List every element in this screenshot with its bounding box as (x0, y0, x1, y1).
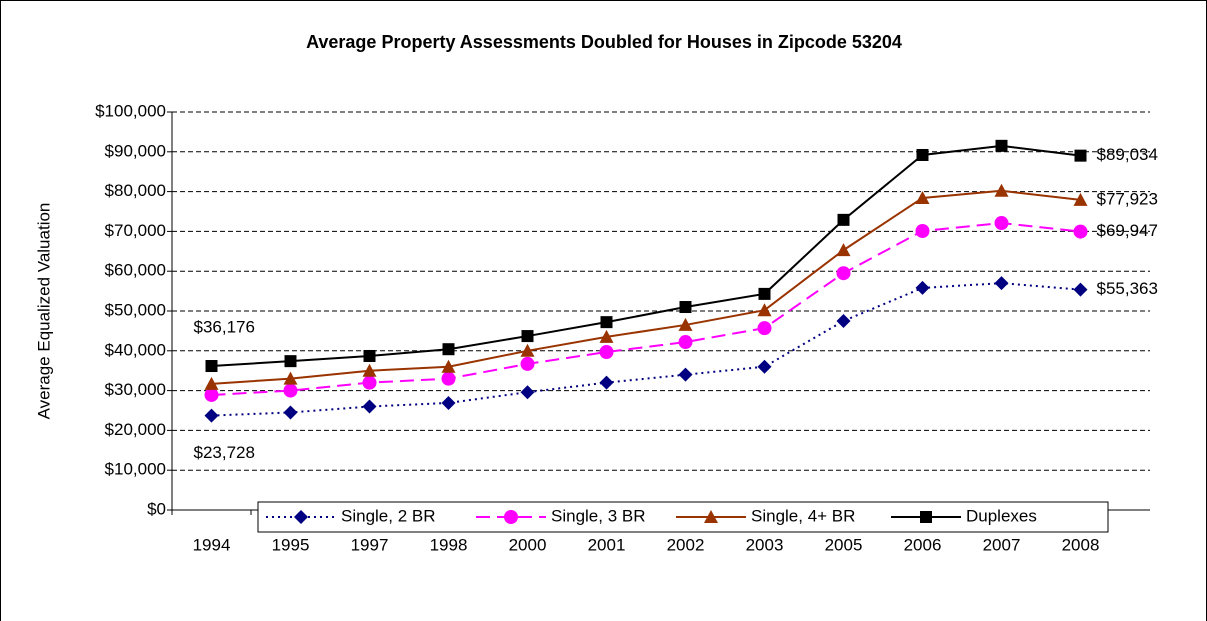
y-tick-label: $100,000 (95, 101, 166, 120)
data-label: $55,363 (1097, 279, 1158, 298)
marker (520, 356, 535, 371)
data-label: $69,947 (1097, 221, 1158, 240)
x-tick-label: 2007 (983, 535, 1021, 554)
marker (441, 359, 456, 373)
marker (599, 375, 614, 390)
marker (915, 280, 930, 295)
marker (362, 363, 377, 377)
marker (704, 510, 718, 523)
x-tick-label: 1995 (272, 535, 310, 554)
marker (915, 224, 930, 239)
data-label: $89,034 (1097, 145, 1158, 164)
data-label: $23,728 (194, 443, 255, 462)
y-tick-label: $20,000 (105, 420, 166, 439)
data-label: $36,176 (194, 318, 255, 337)
series-line (211, 222, 1081, 396)
marker (758, 287, 771, 300)
series-line (211, 282, 1081, 417)
marker (757, 321, 772, 336)
marker (1073, 224, 1088, 239)
marker (521, 330, 534, 343)
marker (362, 399, 377, 414)
legend: Single, 2 BR Single, 3 BR Single, 4+ BR Dup… (257, 501, 1109, 533)
marker (836, 313, 851, 328)
marker (599, 344, 614, 359)
marker (757, 303, 772, 317)
y-tick-label: $30,000 (105, 380, 166, 399)
data-label: $77,923 (1097, 189, 1158, 208)
marker (205, 360, 218, 373)
marker (441, 395, 456, 410)
marker (204, 408, 219, 423)
legend-label: Single, 2 BR (341, 506, 436, 525)
x-tick-label: 2000 (509, 535, 547, 554)
x-tick-label: 2008 (1062, 535, 1100, 554)
marker (363, 349, 376, 362)
marker (678, 335, 693, 350)
y-tick-label: $60,000 (105, 261, 166, 280)
marker (294, 510, 308, 524)
marker (520, 385, 535, 400)
x-tick-label: 1994 (193, 535, 231, 554)
marker (520, 343, 535, 357)
marker (678, 367, 693, 382)
marker (920, 511, 932, 523)
y-tick-label: $90,000 (105, 141, 166, 160)
marker (600, 316, 613, 329)
marker (1073, 192, 1088, 206)
marker (599, 329, 614, 343)
marker (283, 383, 298, 398)
marker (757, 359, 772, 374)
x-tick-label: 2002 (667, 535, 705, 554)
x-tick-label: 2003 (746, 535, 784, 554)
marker (504, 510, 518, 524)
marker (995, 139, 1008, 152)
x-tick-label: 2005 (825, 535, 863, 554)
marker (915, 190, 930, 204)
series-line (211, 189, 1081, 385)
y-tick-label: $40,000 (105, 340, 166, 359)
marker (679, 301, 692, 314)
series-line (211, 144, 1081, 368)
marker (994, 216, 1009, 231)
y-axis-title: Average Equalized Valuation (34, 203, 53, 420)
marker (916, 148, 929, 161)
marker (283, 405, 298, 420)
marker (836, 266, 851, 281)
marker (284, 355, 297, 368)
marker (994, 183, 1009, 197)
marker (362, 375, 377, 390)
x-tick-label: 2001 (588, 535, 626, 554)
marker (1074, 149, 1087, 162)
y-tick-label: $80,000 (105, 181, 166, 200)
marker (441, 371, 456, 386)
marker (837, 213, 850, 226)
x-tick-label: 2006 (904, 535, 942, 554)
marker (442, 343, 455, 356)
marker (1073, 282, 1088, 297)
y-tick-label: $50,000 (105, 300, 166, 319)
legend-label: Single, 4+ BR (751, 506, 855, 525)
x-tick-label: 1998 (430, 535, 468, 554)
y-tick-label: $70,000 (105, 221, 166, 240)
chart-title: Average Property Assessments Doubled for… (306, 32, 902, 52)
x-tick-label: 1997 (351, 535, 389, 554)
marker (994, 276, 1009, 291)
y-tick-label: $0 (147, 499, 166, 518)
marker (283, 371, 298, 385)
marker (678, 317, 693, 331)
marker (204, 387, 219, 402)
marker (836, 243, 851, 257)
legend-label: Single, 3 BR (551, 506, 646, 525)
legend-label: Duplexes (966, 506, 1037, 525)
marker (204, 376, 219, 390)
y-tick-label: $10,000 (105, 460, 166, 479)
